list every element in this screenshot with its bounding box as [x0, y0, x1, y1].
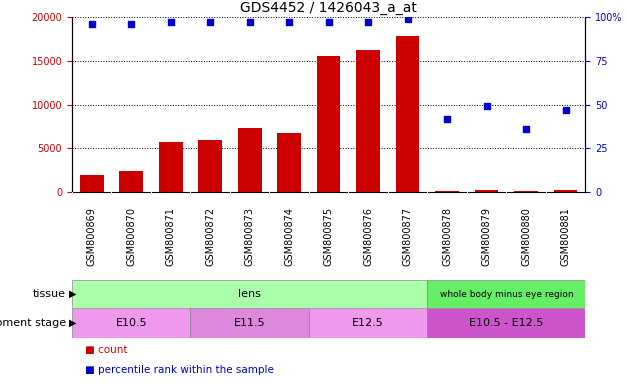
Text: whole body minus eye region: whole body minus eye region	[439, 290, 573, 299]
Bar	[428, 308, 585, 338]
Point	[521, 126, 531, 132]
Text: GSM800880: GSM800880	[521, 207, 531, 265]
Bar	[238, 128, 262, 192]
Point	[245, 19, 255, 25]
Text: GSM800872: GSM800872	[205, 207, 215, 266]
Title: GDS4452 / 1426043_a_at: GDS4452 / 1426043_a_at	[240, 1, 417, 15]
Point	[363, 19, 373, 25]
Bar	[159, 142, 183, 192]
Text: GSM800874: GSM800874	[284, 207, 294, 266]
Text: E11.5: E11.5	[234, 318, 265, 328]
Point	[205, 19, 215, 25]
Point	[324, 19, 334, 25]
Point	[166, 19, 176, 25]
Text: GSM800875: GSM800875	[324, 207, 334, 266]
Text: ▶: ▶	[69, 318, 76, 328]
Bar	[72, 280, 428, 308]
Bar	[72, 308, 190, 338]
Text: GSM800876: GSM800876	[363, 207, 373, 266]
Text: E10.5 - E12.5: E10.5 - E12.5	[469, 318, 543, 328]
Bar	[396, 36, 419, 192]
Text: GSM800873: GSM800873	[245, 207, 255, 266]
Text: lens: lens	[239, 289, 261, 299]
Text: GSM800878: GSM800878	[442, 207, 452, 266]
Text: GSM800869: GSM800869	[87, 207, 97, 265]
Text: ■ count: ■ count	[85, 345, 127, 356]
Point	[87, 21, 97, 27]
Text: GSM800881: GSM800881	[560, 207, 570, 265]
Bar	[475, 190, 498, 192]
Text: E10.5: E10.5	[115, 318, 147, 328]
Point	[126, 21, 136, 27]
Point	[481, 103, 491, 109]
Text: E12.5: E12.5	[352, 318, 384, 328]
Bar	[120, 171, 143, 192]
Bar	[356, 50, 380, 192]
Text: GSM800877: GSM800877	[403, 207, 413, 266]
Bar	[428, 280, 585, 308]
Text: ▶: ▶	[69, 289, 76, 299]
Bar	[198, 140, 222, 192]
Point	[560, 107, 570, 113]
Bar	[435, 191, 459, 192]
Bar	[190, 308, 309, 338]
Text: GSM800871: GSM800871	[166, 207, 176, 266]
Text: ■ percentile rank within the sample: ■ percentile rank within the sample	[85, 365, 274, 375]
Bar	[277, 133, 301, 192]
Bar	[317, 56, 341, 192]
Point	[442, 116, 452, 122]
Bar	[309, 308, 428, 338]
Point	[284, 19, 294, 25]
Bar	[514, 190, 538, 192]
Text: development stage: development stage	[0, 318, 66, 328]
Text: GSM800879: GSM800879	[481, 207, 491, 266]
Point	[403, 16, 413, 22]
Text: tissue: tissue	[33, 289, 66, 299]
Bar	[554, 190, 577, 192]
Text: GSM800870: GSM800870	[126, 207, 136, 266]
Bar	[80, 175, 103, 192]
